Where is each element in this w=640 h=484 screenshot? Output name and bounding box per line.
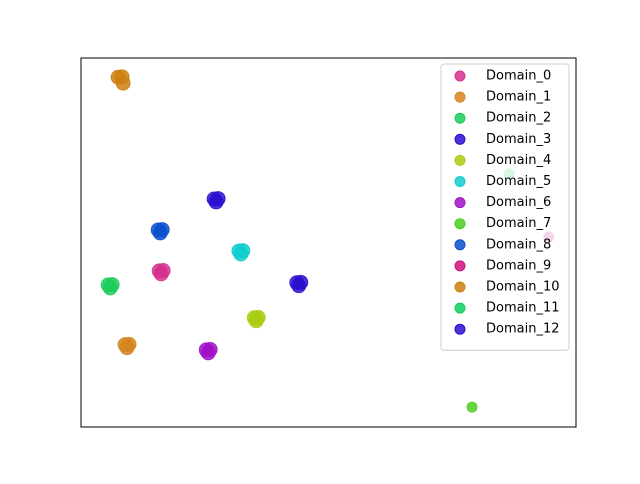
legend-marker: [454, 218, 466, 230]
legend-marker: [454, 91, 466, 103]
legend-marker: [454, 323, 466, 335]
legend-label: Domain_12: [486, 322, 560, 337]
legend-marker: [454, 197, 466, 209]
legend-marker: [454, 176, 466, 187]
legend-marker: [454, 239, 466, 251]
point: [466, 401, 478, 413]
legend-marker: [454, 70, 466, 82]
legend-label: Domain_10: [486, 280, 560, 295]
legend-label: Domain_6: [486, 195, 551, 210]
point: [200, 345, 216, 361]
legend-label: Domain_1: [486, 90, 551, 105]
legend-label: Domain_11: [486, 301, 560, 316]
legend-marker: [454, 133, 466, 145]
point: [291, 278, 307, 294]
point: [208, 194, 224, 210]
point: [115, 75, 131, 91]
legend-label: Domain_0: [486, 69, 551, 84]
point: [248, 313, 264, 329]
legend-label: Domain_4: [486, 153, 551, 168]
point: [102, 280, 118, 296]
legend-label: Domain_2: [486, 111, 551, 126]
legend-box: [440, 63, 570, 351]
legend-label: Domain_9: [486, 258, 551, 273]
legend-label: Domain_5: [486, 174, 551, 189]
legend-marker: [454, 281, 466, 293]
plot-frame: [80, 57, 577, 428]
point: [153, 266, 169, 282]
point: [119, 340, 135, 356]
point: [233, 246, 249, 262]
legend-label: Domain_7: [486, 216, 551, 231]
legend-label: Domain_8: [486, 237, 551, 252]
point: [152, 225, 168, 241]
legend-marker: [454, 260, 466, 272]
legend-marker: [454, 302, 466, 314]
legend-label: Domain_3: [486, 132, 551, 147]
legend-marker: [454, 112, 466, 124]
legend-marker: [454, 154, 466, 166]
